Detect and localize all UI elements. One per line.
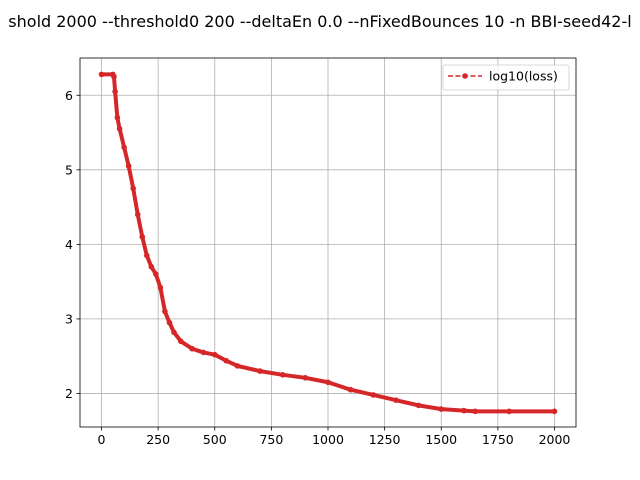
data-point xyxy=(325,379,331,386)
data-point xyxy=(125,163,132,169)
y-axis: 2 3 4 5 6 xyxy=(65,88,80,401)
y-tick-label: 5 xyxy=(65,162,73,177)
data-point xyxy=(153,271,159,277)
grid-lines xyxy=(80,58,576,427)
plot-frame xyxy=(79,57,577,428)
data-point xyxy=(279,372,286,378)
data-point xyxy=(134,211,141,218)
data-point xyxy=(98,71,105,78)
data-point xyxy=(257,368,263,374)
data-point xyxy=(415,402,422,409)
data-point xyxy=(148,263,155,270)
x-tick-label: 2000 xyxy=(539,432,571,447)
x-axis: 0 250 500 750 1000 1250 1500 1750 2000 xyxy=(98,427,571,447)
data-point xyxy=(171,329,177,336)
y-tick-label: 2 xyxy=(65,386,73,401)
data-point xyxy=(438,406,445,412)
x-tick-label: 250 xyxy=(146,432,170,447)
legend: log10(loss) xyxy=(442,64,570,91)
data-point xyxy=(472,408,479,415)
data-point xyxy=(223,357,229,364)
x-tick-label: 1750 xyxy=(482,432,514,447)
data-point xyxy=(121,144,127,151)
data-point xyxy=(157,284,164,291)
data-point xyxy=(114,114,121,121)
legend-marker-swatch xyxy=(462,73,468,79)
data-point xyxy=(162,308,168,315)
y-tick-label: 6 xyxy=(65,88,73,103)
data-point xyxy=(200,349,207,356)
data-point xyxy=(461,407,467,414)
series-layer xyxy=(98,71,558,415)
x-tick-label: 1250 xyxy=(369,432,401,447)
data-point xyxy=(234,363,241,369)
x-tick-label: 1000 xyxy=(312,432,344,447)
data-point xyxy=(116,126,123,132)
legend-box xyxy=(442,64,570,91)
data-point xyxy=(111,73,117,80)
x-tick-label: 1500 xyxy=(425,432,457,447)
data-point xyxy=(211,351,218,358)
x-tick-label: 0 xyxy=(98,432,106,447)
data-point xyxy=(370,392,377,398)
data-point xyxy=(189,345,195,352)
data-point xyxy=(393,397,399,403)
data-point xyxy=(112,88,118,95)
data-point xyxy=(166,319,173,326)
data-point xyxy=(347,386,354,393)
data-point xyxy=(144,252,150,259)
x-tick-label: 500 xyxy=(203,432,227,447)
data-point xyxy=(506,408,512,415)
chart-title: shold 2000 --threshold0 200 --deltaEn 0.… xyxy=(8,12,631,31)
data-point xyxy=(302,375,309,381)
y-tick-label: 3 xyxy=(65,311,73,326)
data-point xyxy=(139,234,146,240)
y-tick-label: 4 xyxy=(65,237,73,252)
legend-label: log10(loss) xyxy=(489,69,558,84)
x-tick-label: 750 xyxy=(259,432,283,447)
data-point xyxy=(130,185,137,192)
data-point xyxy=(177,338,184,345)
data-point xyxy=(551,408,558,415)
